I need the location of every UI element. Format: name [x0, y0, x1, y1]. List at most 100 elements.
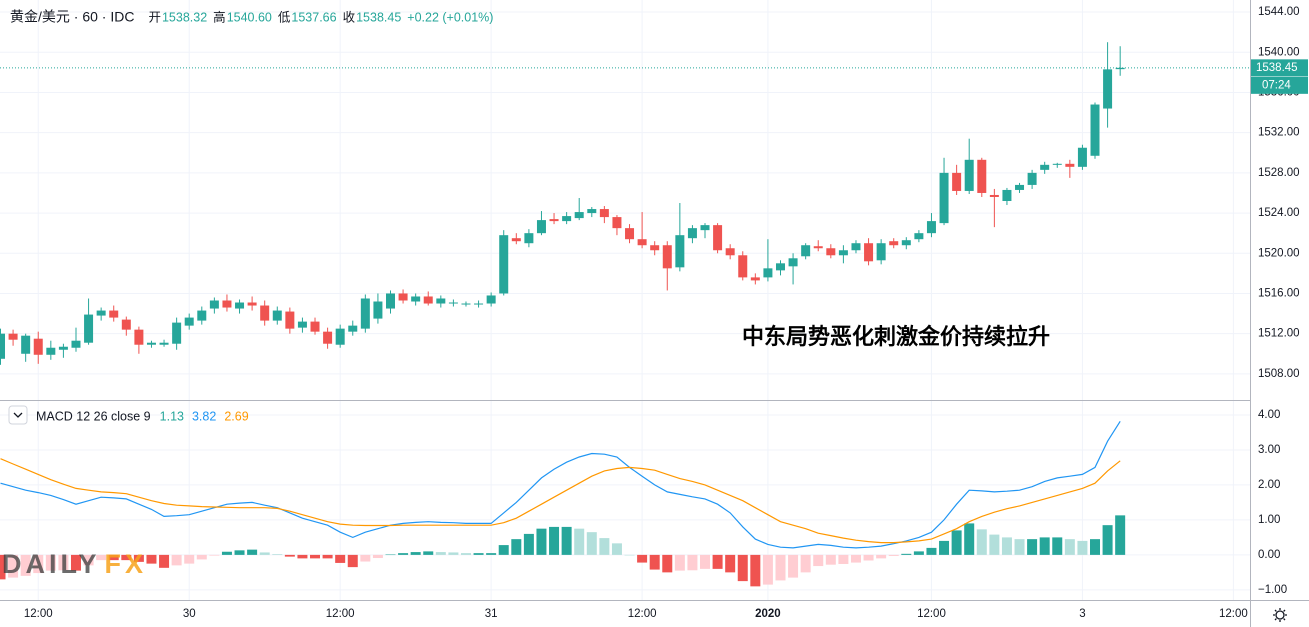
countdown-label: 07:24	[1262, 79, 1291, 91]
candle-body	[775, 263, 785, 271]
histogram-bar	[649, 554, 660, 570]
indicator-value: 1.13	[160, 409, 184, 423]
candle-body	[1065, 163, 1075, 167]
candle-body	[562, 216, 572, 222]
candle-body	[84, 314, 94, 343]
candle-body	[46, 347, 56, 355]
histogram-bar	[297, 554, 308, 559]
candle-body	[398, 293, 408, 301]
histogram-bar	[838, 554, 849, 564]
histogram-bar	[1077, 540, 1088, 555]
histogram-bar	[83, 554, 94, 566]
histogram-bar	[737, 554, 748, 582]
candle-body	[260, 305, 270, 321]
histogram-bar	[0, 554, 6, 580]
candle-body	[1052, 163, 1062, 165]
candle-body	[71, 340, 81, 348]
collapse-box[interactable]	[8, 405, 28, 425]
candle-body	[549, 219, 559, 222]
histogram-bar	[1027, 539, 1038, 555]
histogram-bar	[335, 554, 346, 563]
ohlc-value: 1537.66	[291, 10, 336, 24]
collapse-button[interactable]	[8, 405, 28, 425]
histogram-bar	[58, 554, 69, 571]
ohlc-name: 开	[148, 10, 161, 24]
histogram-bar	[700, 554, 711, 569]
candle-body	[33, 338, 43, 355]
collapse-icon[interactable]	[13, 412, 23, 418]
y-tick-label: 1508.00	[1258, 368, 1300, 380]
histogram-bar	[850, 554, 861, 563]
indicator-line	[0, 420, 1121, 549]
x-tick-label: 12:00	[1219, 608, 1248, 620]
y-tick-label: 1.00	[1258, 514, 1280, 526]
histogram-bar	[234, 550, 245, 555]
candle-body	[146, 342, 156, 345]
histogram-bar	[876, 554, 887, 559]
gear-teeth[interactable]	[1273, 608, 1287, 622]
candle-body	[285, 311, 295, 329]
gear-icon[interactable]	[1275, 610, 1285, 620]
grid	[0, 0, 1250, 600]
candle-body	[851, 243, 861, 251]
candle-body	[788, 258, 798, 267]
candle-body	[738, 255, 748, 278]
histogram-bar	[310, 554, 321, 559]
symbol-title: 黄金/美元 · 60 · IDC	[10, 9, 134, 25]
candle-body	[436, 298, 446, 304]
candle-body	[348, 325, 358, 332]
candle-body	[310, 321, 320, 332]
candle-body	[1090, 104, 1100, 156]
candle-body	[0, 333, 6, 359]
histogram-bar	[159, 554, 170, 568]
settings-button[interactable]	[1273, 608, 1287, 622]
candle-body	[197, 310, 207, 321]
histogram-bar	[725, 554, 736, 573]
x-tick-label: 2020	[755, 608, 781, 620]
candle-body	[159, 342, 169, 345]
candle-body	[813, 246, 823, 249]
histogram-bar	[259, 552, 270, 555]
candle-body	[411, 296, 421, 302]
histogram-bar	[523, 533, 534, 555]
histogram-bar	[637, 554, 648, 563]
histogram-bar	[448, 552, 459, 555]
histogram-bar	[435, 552, 446, 555]
y-tick-label: 1516.00	[1258, 287, 1300, 299]
histogram-bar	[1039, 537, 1050, 555]
countdown-box	[1251, 76, 1308, 94]
candle-body	[763, 268, 773, 278]
candle-body	[838, 250, 848, 256]
x-tick-label: 31	[485, 608, 498, 620]
last-price-label: 1538.45	[1256, 62, 1298, 74]
histogram-bar	[96, 554, 107, 561]
histogram-bar	[926, 547, 937, 555]
candle-body	[209, 300, 219, 309]
candle-body	[625, 228, 635, 240]
histogram-bar	[322, 554, 333, 559]
candle-body	[914, 233, 924, 240]
histogram-bar	[863, 554, 874, 561]
candle-body	[58, 346, 68, 350]
candle-body	[612, 217, 622, 229]
histogram-bar	[209, 554, 220, 556]
x-tick-label: 12:00	[628, 608, 657, 620]
histogram-bar	[976, 529, 987, 555]
annotation: 中东局势恶化刺激金价持续拉升	[742, 324, 1050, 349]
histogram-bar	[196, 554, 207, 560]
candle-body	[650, 245, 660, 251]
candle-body	[21, 335, 31, 354]
candle-body	[725, 248, 735, 256]
histogram-bar	[775, 554, 786, 581]
histogram-bar	[888, 554, 899, 556]
candle-body	[235, 302, 245, 309]
candle-body	[864, 243, 874, 262]
candle-body	[989, 194, 999, 197]
candle-body	[939, 172, 949, 224]
histogram-bar	[70, 554, 81, 571]
last-price-box	[1251, 59, 1308, 77]
histogram-bar	[964, 523, 975, 555]
price-change: +0.22 (+0.01%)	[407, 10, 493, 24]
candle-body	[1027, 172, 1037, 185]
histogram-bar	[1001, 537, 1012, 555]
